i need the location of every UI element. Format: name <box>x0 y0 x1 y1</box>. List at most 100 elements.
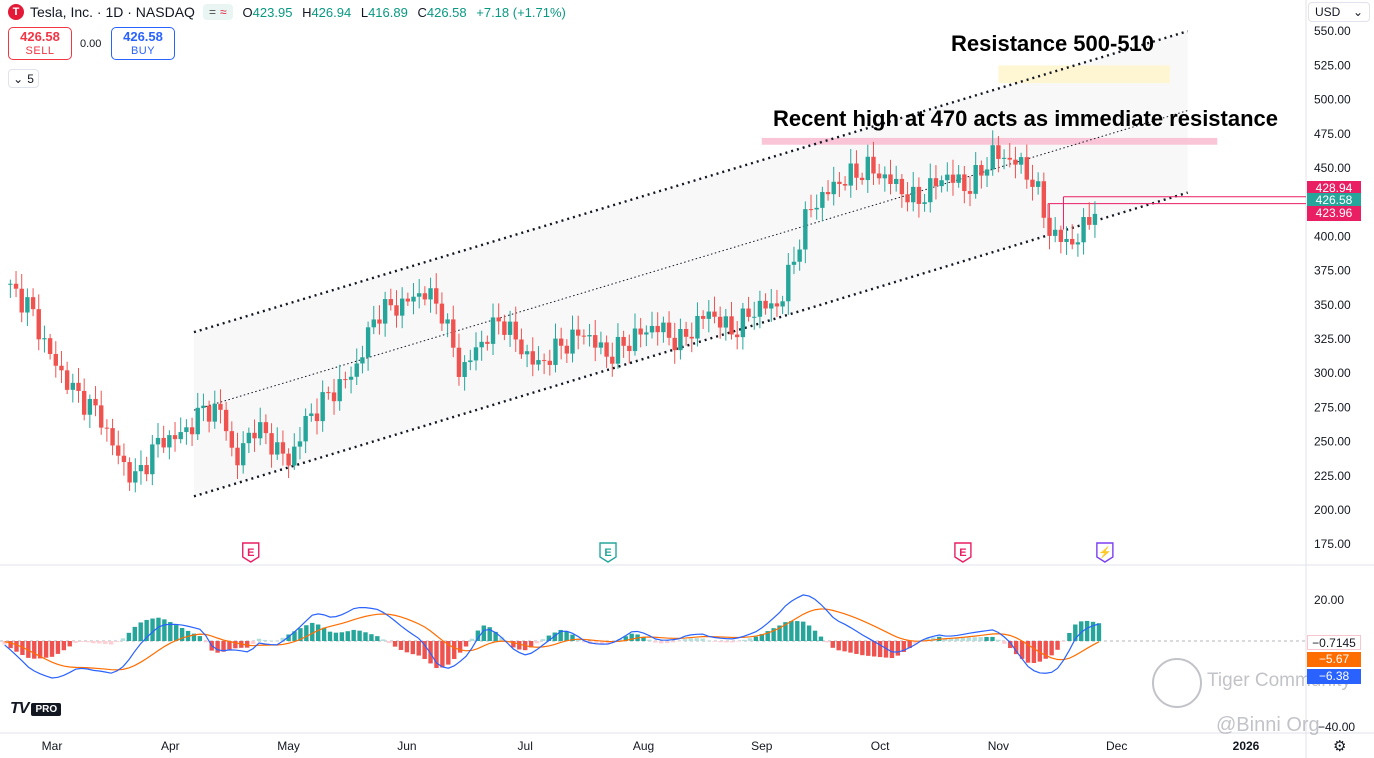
indicator-pills[interactable]: = ≈ <box>202 4 233 20</box>
candle-body <box>405 298 411 302</box>
ohlc-close-value: 426.58 <box>426 4 467 20</box>
candle-body <box>996 145 1001 159</box>
candle-body <box>678 328 683 351</box>
macd-histogram-bar <box>546 635 552 641</box>
macd-histogram-bar <box>1037 641 1043 662</box>
candle-body <box>632 328 638 352</box>
candle-body <box>763 300 768 309</box>
candle-body <box>490 317 496 344</box>
macd-histogram-bar <box>26 641 31 658</box>
candle-body <box>581 335 587 337</box>
candle-body <box>451 319 456 348</box>
candle-body <box>604 342 609 357</box>
price-tick-label: 175.00 <box>1314 537 1351 551</box>
macd-histogram-bar <box>333 632 339 641</box>
sell-button[interactable]: 426.58 SELL <box>8 27 72 60</box>
macd-histogram-bar <box>298 628 303 641</box>
candle-body <box>808 209 814 211</box>
candle-body <box>462 362 467 377</box>
channel-line-lower <box>193 191 1189 498</box>
macd-line <box>4 594 1100 679</box>
settings-gear-icon[interactable]: ⚙ <box>1333 738 1347 755</box>
watermark-author: @Binni Org <box>1216 714 1320 736</box>
candle-body <box>269 433 274 455</box>
macd-histogram-bar <box>724 641 729 643</box>
macd-histogram-bar <box>925 638 930 641</box>
candle-body <box>229 431 235 448</box>
ohlc-close-key: C <box>417 4 427 20</box>
macd-histogram-bar <box>233 641 238 649</box>
macd-histogram-bar <box>61 641 67 651</box>
candle-body <box>445 319 450 324</box>
candle-body <box>354 363 359 377</box>
candle-body <box>1007 157 1012 160</box>
tiger-logo-icon <box>1152 658 1202 708</box>
candle-body <box>99 405 104 428</box>
candle-body <box>865 156 870 181</box>
macd-histogram-bar <box>304 625 309 641</box>
annotation-resistance[interactable]: Resistance 500-510 <box>951 31 1155 56</box>
macd-histogram-bar <box>392 641 398 647</box>
candle-body <box>564 345 570 354</box>
candle-body <box>280 442 286 454</box>
macd-histogram-bar <box>446 641 451 665</box>
price-tick-label: 525.00 <box>1314 58 1351 72</box>
macd-histogram-bar <box>428 641 433 664</box>
macd-histogram-bar <box>221 641 226 652</box>
candle-body <box>842 184 848 186</box>
earnings-marker-icon <box>242 542 260 563</box>
macd-tick-label: 20.00 <box>1314 593 1344 607</box>
currency-select[interactable]: USD ⌄ <box>1308 2 1370 22</box>
time-tick-label: Jul <box>518 739 533 753</box>
tradingview-mark-icon: TV <box>10 700 29 717</box>
annotation-recent-high[interactable]: Recent high at 470 acts as immediate res… <box>773 106 1279 131</box>
candle-body <box>825 192 831 195</box>
macd-histogram-bar <box>712 641 717 642</box>
candle-body <box>212 403 217 422</box>
macd-histogram-bar <box>1013 641 1019 655</box>
macd-badge: −0.7145 <box>1307 635 1361 650</box>
time-tick-label: Jun <box>397 739 416 753</box>
symbol-title[interactable]: Tesla, Inc. · 1D · NASDAQ <box>30 4 195 20</box>
candle-body <box>774 303 780 307</box>
candle-body <box>348 376 354 380</box>
macd-histogram-bar <box>422 641 427 659</box>
candle-body <box>394 305 399 316</box>
candle-body <box>144 465 149 475</box>
wave-icon: ≈ <box>219 5 227 19</box>
macd-histogram-bar <box>1019 641 1025 659</box>
macd-histogram-bar <box>381 639 386 641</box>
macd-histogram-bar <box>132 626 138 641</box>
candle-body <box>1075 242 1081 245</box>
macd-histogram-bar <box>463 641 469 647</box>
macd-histogram-bar <box>493 631 498 641</box>
equals-icon: = <box>208 5 216 19</box>
candle-body <box>621 336 626 346</box>
macd-histogram-bar <box>49 641 55 657</box>
channel-fill <box>193 31 1188 497</box>
candle-body <box>610 356 615 364</box>
macd-histogram-bar <box>144 619 149 641</box>
candle-body <box>1024 157 1029 180</box>
indicators-collapse-button[interactable]: ⌄ 5 <box>8 69 39 88</box>
price-tick-label: 400.00 <box>1314 229 1351 243</box>
candle-body <box>64 370 70 390</box>
candle-body <box>314 413 320 422</box>
candle-body <box>683 328 689 337</box>
candle-body <box>950 174 956 183</box>
macd-histogram-bar <box>978 637 983 641</box>
candle-body <box>138 465 144 472</box>
macd-histogram-bar <box>37 641 43 659</box>
macd-histogram-bar <box>1008 641 1013 649</box>
earnings-marker-icon <box>954 542 972 563</box>
candle-body <box>530 351 535 365</box>
macd-histogram-bar <box>280 637 285 641</box>
tradingview-logo[interactable]: TV PRO <box>10 700 62 718</box>
price-tick-label: 475.00 <box>1314 127 1351 141</box>
chevron-down-icon: ⌄ <box>13 71 24 86</box>
candle-body <box>292 446 297 466</box>
buy-button[interactable]: 426.58 BUY <box>111 27 175 60</box>
macd-histogram-bar <box>114 641 120 643</box>
ohlc-high-value: 426.94 <box>311 4 352 20</box>
